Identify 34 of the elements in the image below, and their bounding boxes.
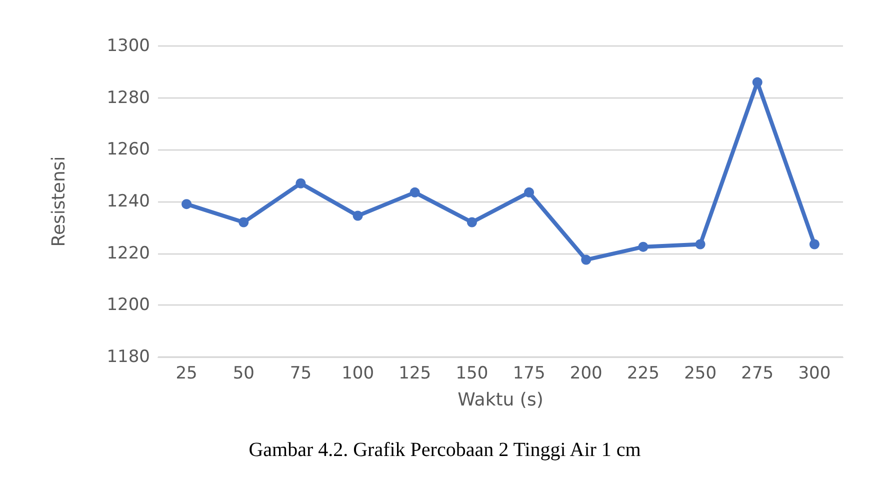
x-tick-label: 25	[176, 364, 198, 384]
x-tick-label: 175	[512, 364, 546, 384]
point	[238, 217, 249, 228]
y-tick-label: 1180	[106, 347, 150, 367]
x-tick-label: 250	[684, 364, 717, 384]
point	[182, 199, 192, 210]
point	[410, 187, 420, 198]
x-tick-label: 125	[398, 364, 432, 384]
x-tick-label: 75	[290, 364, 312, 384]
point	[752, 77, 762, 88]
point	[466, 217, 477, 228]
x-tick-label: 50	[232, 364, 254, 384]
x-tick-label: 225	[626, 364, 660, 384]
point	[352, 210, 363, 221]
point	[638, 242, 648, 252]
y-tick-label: 1200	[106, 295, 150, 316]
point	[809, 239, 820, 250]
x-tick-label: 150	[456, 364, 488, 384]
x-axis-title: Waktu (s)	[458, 390, 544, 410]
y-tick-label: 1260	[106, 140, 150, 160]
y-axis-title: Resistensi	[48, 156, 70, 247]
point	[695, 239, 706, 250]
y-tick-label: 1220	[106, 243, 150, 264]
point	[581, 254, 592, 265]
point	[296, 178, 306, 188]
point	[524, 187, 534, 198]
y-tick-label: 1280	[106, 88, 150, 108]
y-tick-label: 1300	[106, 36, 150, 56]
y-tick-label: 1240	[106, 192, 150, 212]
text: Gambar 4.2. Grafik Percobaan 2 Tinggi Air 1 cm	[248, 439, 642, 461]
x-tick-label: 275	[741, 364, 774, 384]
x-tick-label: 300	[798, 364, 831, 384]
x-tick-label: 200	[570, 364, 602, 384]
x-tick-label: 100	[342, 364, 374, 384]
